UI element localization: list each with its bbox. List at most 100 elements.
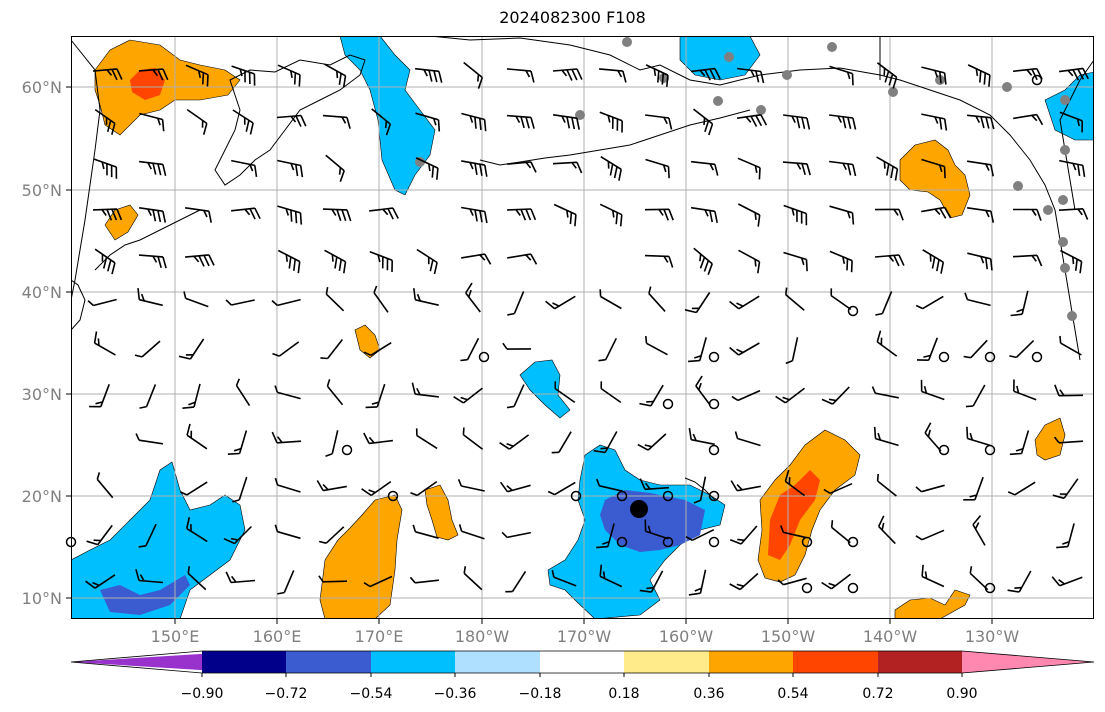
wind-barb-shaft [369,439,393,445]
wind-barb-flag [731,395,739,402]
colorbar-extend-max [962,651,1094,673]
positive-anomaly-region [894,589,971,619]
wind-barb-shaft [322,208,348,211]
wind-barb-flag [290,70,293,79]
wind-barb-flag [775,395,786,404]
wind-barb-flag [479,164,483,176]
wind-barb-shaft [462,434,484,450]
wind-barb-shaft [1013,390,1037,401]
wind-barb-flag [699,254,702,262]
wind-barb-flag [729,583,741,591]
wind-barb-shaft [511,570,527,593]
wind-barb-flag [316,480,324,492]
wind-barb-shaft [463,61,483,79]
wind-barb-flag [658,209,664,216]
wind-barb-flag [668,256,674,268]
wind-barb-flag [235,378,241,386]
wind-barb-shaft [139,112,163,121]
wind-barb-flag [162,256,167,269]
wind-barb-shaft [1021,290,1029,315]
wind-barb-flag [566,116,571,129]
wind-barb-flag [561,69,568,77]
wind-barb-shaft [644,254,670,258]
wind-barb-flag [708,123,714,136]
wind-barb-shaft [507,531,531,539]
wind-barb-flag [757,261,761,274]
wind-barb-flag [469,162,474,170]
wind-barb-shaft [277,159,301,167]
wind-barb-shaft [829,482,853,495]
wind-barb-flag [695,375,703,387]
wind-barb-flag [576,118,580,130]
wind-barb-flag [363,582,371,588]
wind-barb-shaft [737,485,761,492]
wind-barb-flag [297,261,301,274]
wind-barb-flag [975,115,981,123]
wind-barb-flag [694,587,702,592]
lon-label: 170°E [355,627,404,646]
wind-barb-shaft [645,64,669,76]
wind-barb-flag [288,256,292,269]
wind-barb-shaft [276,440,302,444]
wind-barb-flag [96,472,101,480]
coastline-asia [71,39,101,301]
station-marker [827,42,837,52]
wind-barb-flag [138,545,147,548]
wind-barb-flag [693,499,701,504]
wind-barb-flag [341,116,347,124]
wind-barb-shaft [138,254,164,258]
wind-barb-flag [975,68,979,77]
wind-barb-flag [182,406,195,409]
wind-barb-flag [187,566,191,574]
wind-barb-shaft [737,389,761,402]
wind-barb-shaft [416,434,438,450]
wind-barb-flag [893,255,900,267]
wind-barb-shaft [138,439,164,445]
coastline-kurils [94,209,201,271]
wind-barb-flag [460,358,468,362]
wind-barb-flag [754,165,758,173]
wind-barb-shaft [92,208,118,211]
wind-barb-shaft [506,114,532,119]
wind-barb-flag [755,70,760,83]
wind-barb-flag [106,69,113,76]
wind-barb-flag [483,119,487,132]
wind-barb-shaft [507,484,531,493]
wind-barb-shaft [278,341,300,357]
wind-barb-shaft [832,386,850,405]
wind-barb-flag [429,259,434,272]
wind-barb-shaft [231,65,255,75]
station-marker [756,105,766,115]
wind-barb-flag [939,117,943,130]
wind-barb-flag [106,209,113,221]
wind-barb-flag [894,168,899,181]
wind-barb-flag [520,116,525,129]
wind-barb-shaft [138,68,164,72]
wind-barb-shaft [466,337,480,361]
wind-barb-flag [877,432,882,441]
wind-barb-flag [940,262,945,274]
wind-barb-shaft [415,67,439,73]
wind-barb-shaft [184,207,210,212]
wind-barb-flag [607,115,611,123]
wind-barb-flag [152,255,158,263]
wind-barb-shaft [791,337,799,361]
wind-barb-shaft [554,387,576,404]
wind-barb-flag [428,70,433,82]
wind-barb-shaft [921,66,945,74]
strong-positive-anomaly-region [130,68,165,100]
wind-barb-flag [162,211,167,223]
wind-barb-flag [299,165,304,178]
wind-barb-flag [934,208,941,215]
wind-barb-flag [871,386,876,394]
wind-barb-flag [934,70,939,78]
wind-barb-flag [525,161,532,169]
wind-barb-flag [506,405,515,409]
wind-barb-flag [249,164,254,172]
wind-barb-flag [423,69,429,77]
wind-barb-shaft [921,529,945,541]
wind-barb-flag [736,583,744,587]
wind-barb-shaft [599,575,623,588]
wind-barb-shaft [94,248,116,264]
